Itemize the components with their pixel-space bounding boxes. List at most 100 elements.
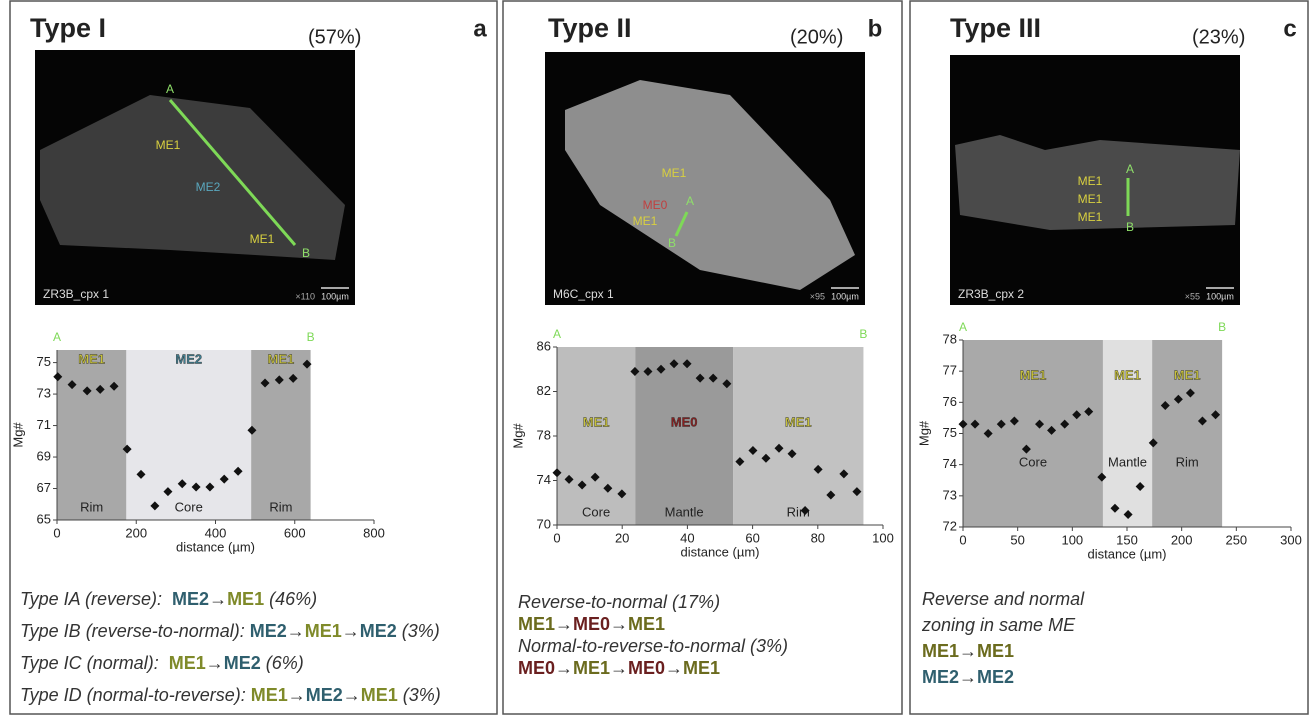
end-label: B [1218, 320, 1226, 334]
y-tick-label: 75 [37, 354, 51, 369]
note-segment: → [610, 658, 628, 678]
note-segment: ME1 [169, 653, 206, 673]
y-tick-label: 86 [537, 338, 551, 353]
note-segment: ME1 [628, 614, 665, 634]
x-tick-label: 100 [1061, 532, 1083, 547]
note-segment: zoning in same ME [921, 615, 1076, 635]
data-point [109, 381, 119, 391]
note-line: zoning in same ME [921, 615, 1076, 635]
note-segment: ME2 [306, 685, 343, 705]
data-point [205, 482, 215, 492]
data-point [630, 366, 640, 376]
part-label: Mantle [665, 504, 704, 519]
end-label: B [307, 330, 315, 344]
y-tick-label: 74 [943, 456, 957, 471]
data-point [288, 373, 298, 383]
end-label: B [859, 327, 867, 341]
data-point [1148, 438, 1158, 448]
y-tick-label: 70 [537, 516, 551, 531]
data-point [274, 375, 284, 385]
sample-label: ZR3B_cpx 1 [43, 287, 109, 301]
zone-label: ME1 [268, 351, 295, 366]
note-segment: Type IC (normal): [20, 653, 169, 673]
y-axis-label: Mg# [10, 422, 25, 448]
data-point [1135, 481, 1145, 491]
data-point [1047, 425, 1057, 435]
data-point [603, 483, 613, 493]
part-label: Rim [1176, 454, 1199, 469]
crystal [955, 135, 1240, 230]
zone-label: ME1 [78, 351, 105, 366]
x-tick-label: 150 [1116, 532, 1138, 547]
note-line: Type IC (normal): ME1→ME2 (6%) [20, 653, 304, 673]
image-label: ME1 [1078, 210, 1103, 224]
zone-region [57, 350, 127, 520]
data-point [590, 472, 600, 482]
image-label: A [1126, 162, 1134, 176]
x-tick-label: 50 [1010, 532, 1024, 547]
note-segment: ME2 [172, 589, 209, 609]
note-segment: → [209, 589, 227, 609]
note-segment: → [287, 621, 305, 641]
data-point [1084, 407, 1094, 417]
sample-label: ZR3B_cpx 2 [958, 287, 1024, 301]
zone-region [1102, 340, 1153, 527]
note-line: ME0→ME1→ME0→ME1 [518, 658, 720, 678]
data-point [577, 480, 587, 490]
panel-frame [502, 0, 903, 715]
note-line: Type IB (reverse-to-normal): ME2→ME1→ME2… [20, 621, 440, 641]
data-point [1035, 419, 1045, 429]
y-tick-label: 77 [943, 363, 957, 378]
image-label: ME1 [633, 214, 658, 228]
image-label: B [302, 246, 310, 260]
x-tick-label: 0 [553, 530, 560, 545]
data-point [656, 364, 666, 374]
y-tick-label: 71 [37, 417, 51, 432]
data-point [682, 359, 692, 369]
note-line: Reverse-to-normal (17%) [518, 592, 720, 612]
y-tick-label: 65 [37, 511, 51, 526]
x-axis-label: distance (µm) [680, 544, 759, 559]
data-point [552, 468, 562, 478]
y-tick-label: 73 [943, 487, 957, 502]
image-label: ME1 [1078, 174, 1103, 188]
data-point [735, 457, 745, 467]
note-segment: ME1 [305, 621, 342, 641]
note-segment: Reverse and normal [922, 589, 1085, 609]
x-tick-label: 100 [872, 530, 894, 545]
zone-region [251, 350, 311, 520]
note-segment: → [343, 685, 361, 705]
data-point [800, 506, 810, 516]
data-point [748, 445, 758, 455]
y-tick-label: 74 [537, 472, 551, 487]
magnification: ×110 [295, 291, 315, 301]
panel-frame [9, 0, 498, 715]
panel-title: Type II [548, 13, 632, 43]
x-tick-label: 0 [959, 532, 966, 547]
zone-region [126, 350, 252, 520]
note-line: Normal-to-reverse-to-normal (3%) [518, 636, 788, 656]
image-label: ME2 [196, 180, 221, 194]
data-point [813, 464, 823, 474]
note-segment: (3%) [398, 685, 441, 705]
zone-label: ME0 [671, 414, 698, 429]
note-segment: ME1 [573, 658, 610, 678]
crystal [40, 95, 345, 260]
image-label: B [668, 236, 676, 250]
note-segment: Reverse-to-normal (17%) [518, 592, 720, 612]
panel-letter: c [1283, 15, 1296, 42]
data-point [852, 487, 862, 497]
note-segment: (46%) [264, 589, 317, 609]
note-segment: ME2 [922, 667, 959, 687]
data-point [1060, 419, 1070, 429]
panel-letter: b [868, 15, 883, 42]
y-tick-label: 73 [37, 386, 51, 401]
y-tick-label: 67 [37, 480, 51, 495]
note-segment: ME1 [251, 685, 288, 705]
note-segment: → [206, 653, 224, 673]
y-tick-label: 76 [943, 394, 957, 409]
note-segment: ME0 [628, 658, 665, 678]
data-point [247, 425, 257, 435]
data-point [82, 386, 92, 396]
